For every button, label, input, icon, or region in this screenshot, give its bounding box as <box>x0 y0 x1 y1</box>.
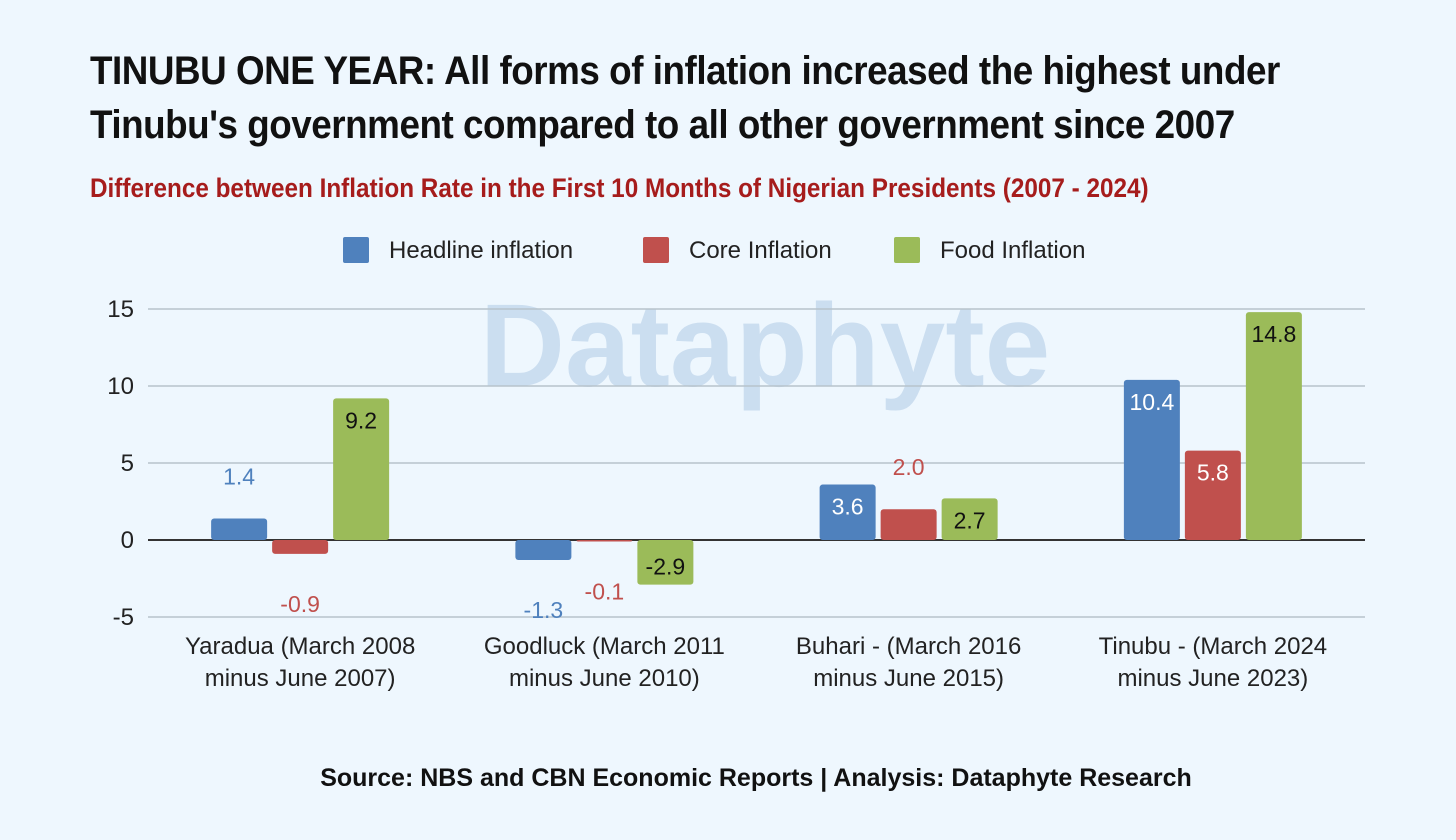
chart-subtitle: Difference between Inflation Rate in the… <box>90 173 1149 203</box>
legend-swatch-1 <box>643 237 669 263</box>
bar-label-3-0: 10.4 <box>1129 389 1174 415</box>
bar-label-3-1: 5.8 <box>1197 460 1229 486</box>
y-tick-label: 10 <box>107 373 134 400</box>
chart-title: TINUBU ONE YEAR: All forms of inflation … <box>90 49 1280 147</box>
legend-swatch-0 <box>343 237 369 263</box>
bar-label-2-0: 3.6 <box>832 494 864 520</box>
bar-label-0-0: 1.4 <box>223 463 255 489</box>
legend-label-0: Headline inflation <box>389 237 573 264</box>
source-note: Source: NBS and CBN Economic Reports | A… <box>320 764 1192 792</box>
bar-2-0 <box>819 484 876 540</box>
bar-label-2-1: 2.0 <box>893 454 925 480</box>
bar-label-0-2: 9.2 <box>345 407 377 433</box>
bar-3-2 <box>1245 312 1302 540</box>
bar-0-1 <box>272 540 329 554</box>
bar-chart: Dataphyte Headline inflation Core Inflati… <box>107 237 1365 692</box>
x-axis-labels: Yaradua (March 2008 minus June 2007) Goodl… <box>185 633 1327 692</box>
bar-2-1 <box>880 509 937 540</box>
bar-label-1-0: -1.3 <box>524 597 564 623</box>
legend-label-1: Core Inflation <box>689 237 832 264</box>
y-tick-label: 0 <box>121 527 134 554</box>
y-tick-label: -5 <box>113 604 134 631</box>
bar-label-0-1: -0.9 <box>280 591 320 617</box>
bar-label-3-2: 14.8 <box>1251 321 1296 347</box>
bar-label-2-2: 2.7 <box>954 507 986 533</box>
x-tick-label: Yaradua (March 2008 minus June 2007) <box>185 633 415 692</box>
legend-label-2: Food Inflation <box>940 237 1085 264</box>
bars <box>211 312 1302 585</box>
y-axis-ticks: 15 10 5 0 -5 <box>107 296 134 631</box>
x-tick-label: Goodluck (March 2011 minus June 2010) <box>484 633 725 692</box>
x-tick-label: Buhari - (March 2016 minus June 2015) <box>796 633 1021 692</box>
bar-0-2 <box>333 398 390 540</box>
y-tick-label: 5 <box>121 450 134 477</box>
bar-label-1-1: -0.1 <box>585 579 625 605</box>
legend-swatch-2 <box>894 237 920 263</box>
x-tick-label: Tinubu - (March 2024 minus June 2023) <box>1099 633 1328 692</box>
bar-label-1-2: -2.9 <box>646 554 686 580</box>
bar-1-1 <box>576 540 633 542</box>
watermark-logo: Dataphyte <box>480 280 1050 412</box>
bar-3-0 <box>1123 379 1180 540</box>
legend: Headline inflation Core Inflation Food Inf… <box>343 237 1085 264</box>
bar-1-0 <box>515 540 572 561</box>
bar-1-2 <box>637 540 694 585</box>
y-tick-label: 15 <box>107 296 134 323</box>
bar-3-1 <box>1184 450 1241 540</box>
bar-labels: 1.4 -0.9 9.2 -1.3 -0.1 -2.9 3.6 2.0 2.7 10.4 5.8 14… <box>223 321 1296 623</box>
bar-2-2 <box>941 498 998 540</box>
bar-0-0 <box>211 518 268 540</box>
